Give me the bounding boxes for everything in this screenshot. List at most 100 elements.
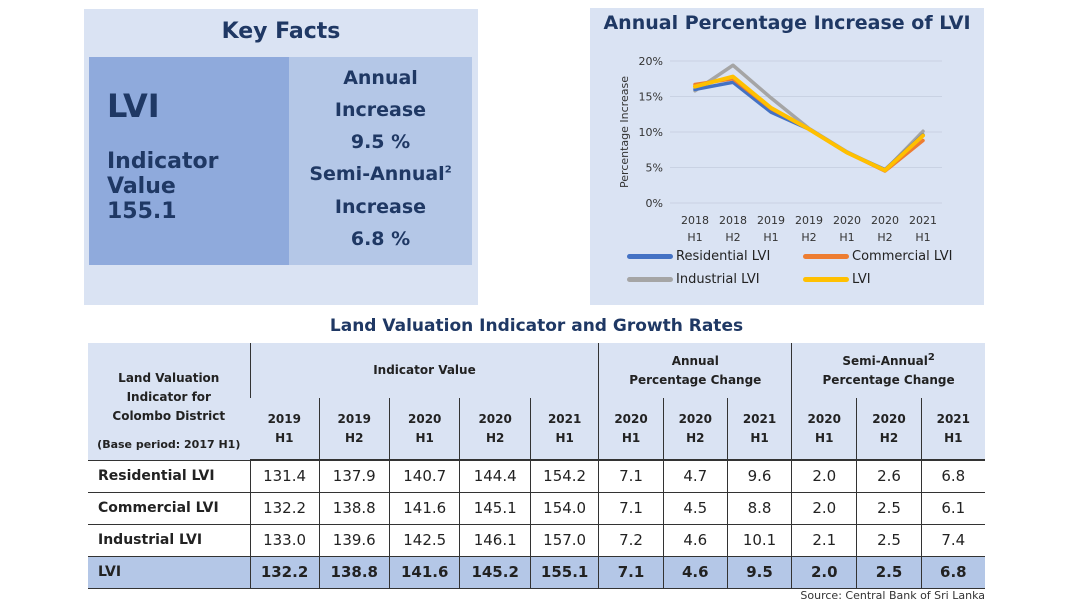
- group-header-line: Percentage Change: [629, 372, 762, 387]
- table-cell: 2.0: [791, 491, 857, 524]
- table-cell: 7.1: [598, 459, 664, 492]
- table-cell: 6.1: [920, 491, 985, 524]
- x-tick-half: H1: [687, 231, 702, 244]
- table-cell: 132.2: [249, 491, 320, 524]
- legend-item: Industrial LVI: [627, 272, 760, 287]
- table-cell: 142.5: [388, 523, 460, 556]
- subcolumn-year: 2019: [337, 411, 371, 426]
- x-tick-year: 2018: [681, 214, 709, 227]
- subcolumn-header: 2021 H1: [920, 398, 985, 461]
- subcolumn-header: 2020 H2: [856, 398, 922, 461]
- subcolumn-header: 2021 H1: [726, 398, 792, 461]
- table-cell: 138.8: [318, 555, 390, 589]
- subcolumn-year: 2020: [614, 411, 648, 426]
- corner-line-2: Indicator for: [126, 390, 211, 404]
- subcolumn-half: H1: [621, 430, 641, 445]
- lvi-growth-table: Land Valuation Indicator for Colombo Dis…: [88, 343, 985, 589]
- table-cell: 7.2: [598, 523, 664, 556]
- table-row: Residential LVI 131.4 137.9 140.7 144.4 154.2…: [88, 459, 985, 492]
- table-cell: 145.1: [459, 491, 531, 524]
- group-header-line: Annual: [671, 353, 719, 368]
- x-tick-year: 2020: [871, 214, 899, 227]
- series-line-commercial-lvi: [693, 77, 925, 173]
- table-row: Commercial LVI 132.2 138.8 141.6 145.1 154.0 7…: [88, 491, 985, 524]
- chart-panel: Annual Percentage Increase of LVI 0% 5% 10…: [590, 8, 984, 305]
- subcolumn-half: H2: [686, 430, 705, 445]
- subcolumn-half: H1: [275, 430, 294, 445]
- subcolumn-half: H1: [815, 430, 834, 445]
- legend-label: Commercial LVI: [852, 249, 953, 264]
- y-tick-label: 5%: [646, 162, 663, 175]
- table-cell: 8.8: [726, 491, 792, 524]
- source-note: Source: Central Bank of Sri Lanka: [800, 589, 985, 602]
- table-cell: 2.0: [791, 459, 857, 492]
- chart-title: Annual Percentage Increase of LVI: [603, 12, 971, 34]
- table-cell: 154.0: [529, 491, 599, 524]
- x-tick-year: 2021: [909, 214, 937, 227]
- table-cell: 139.6: [318, 523, 390, 556]
- group-header-line: Percentage Change: [822, 372, 955, 387]
- subcolumn-year: 2021: [936, 411, 971, 426]
- table-cell: 4.5: [662, 491, 728, 524]
- table-cell: 7.1: [598, 555, 664, 589]
- table-cell: 2.1: [791, 523, 857, 556]
- table-cell: 141.6: [388, 555, 460, 589]
- key-facts-indicator-value: 155.1: [107, 199, 177, 224]
- x-tick-year: 2018: [719, 214, 747, 227]
- footnote-marker: 2: [444, 164, 452, 176]
- key-facts-increase-box: Annual Increase 9.5 % Semi-Annual2 Incre…: [289, 57, 472, 265]
- group-header-indicator-value: Indicator Value: [249, 343, 599, 398]
- table-cell: 2.5: [856, 523, 922, 556]
- subcolumn-half: H1: [750, 430, 769, 445]
- row-label: LVI: [88, 555, 251, 589]
- semi-annual-label-1: Semi-Annual2: [289, 163, 472, 185]
- table-cell: 137.9: [318, 459, 390, 492]
- subcolumn-half: H1: [415, 430, 434, 445]
- table-cell: 146.1: [459, 523, 531, 556]
- table-corner-header: Land Valuation Indicator for Colombo Dis…: [88, 343, 251, 460]
- table-cell: 2.5: [856, 555, 922, 589]
- table-cell: 131.4: [249, 459, 320, 492]
- annual-label-1: Annual: [343, 67, 418, 89]
- line-chart: 0% 5% 10% 15% 20% 2018 H1 2018 H2 2019 H1 2019 H2 20…: [618, 55, 942, 244]
- semi-annual-increase-value: 6.8 %: [350, 228, 411, 250]
- subcolumn-half: H1: [944, 430, 963, 445]
- semi-annual-label-2: Increase: [334, 196, 427, 218]
- subcolumn-year: 2020: [478, 411, 512, 426]
- table-title: Land Valuation Indicator and Growth Rate…: [329, 316, 744, 336]
- subcolumn-header: 2020 H2: [662, 398, 728, 461]
- subcolumn-year: 2021: [547, 411, 582, 426]
- table-cell: 155.1: [529, 555, 599, 589]
- legend-label: LVI: [852, 272, 871, 287]
- legend-item: LVI: [803, 272, 871, 287]
- table-cell: 154.2: [529, 459, 599, 492]
- y-tick-label: 15%: [639, 91, 663, 104]
- annual-label-2: Increase: [334, 99, 427, 121]
- group-header-line: Semi-Annual2: [792, 352, 985, 371]
- x-tick-year: 2019: [795, 214, 823, 227]
- key-facts-panel: Key Facts LVI Indicator Value 155.1 Annu…: [84, 9, 478, 305]
- legend-label: Industrial LVI: [676, 272, 760, 287]
- row-label: Residential LVI: [88, 459, 251, 492]
- table-cell: 133.0: [249, 523, 320, 556]
- subcolumn-header: 2020 H1: [598, 398, 664, 461]
- legend-swatch: [803, 277, 849, 282]
- table-cell: 132.2: [249, 555, 320, 589]
- table-row: Industrial LVI 133.0 139.6 142.5 146.1 157.0 7…: [88, 523, 985, 556]
- subcolumn-header: 2021 H1: [529, 398, 599, 461]
- base-period-note: (Base period: 2017 H1): [97, 437, 241, 451]
- key-facts-title: Key Facts: [221, 19, 341, 44]
- table-cell: 4.6: [662, 555, 728, 589]
- y-tick-label: 20%: [639, 55, 663, 68]
- x-tick-year: 2019: [757, 214, 785, 227]
- series-line-lvi: [693, 74, 925, 173]
- table-cell: 6.8: [920, 459, 985, 492]
- legend-swatch: [627, 254, 673, 259]
- table-cell: 10.1: [726, 523, 792, 556]
- legend-item: Commercial LVI: [803, 249, 952, 264]
- subcolumn-header: 2020 H2: [459, 398, 531, 461]
- subcolumn-year: 2020: [807, 411, 841, 426]
- table-cell: 4.7: [662, 459, 728, 492]
- table-cell: 9.6: [726, 459, 792, 492]
- table-cell: 145.2: [459, 555, 531, 589]
